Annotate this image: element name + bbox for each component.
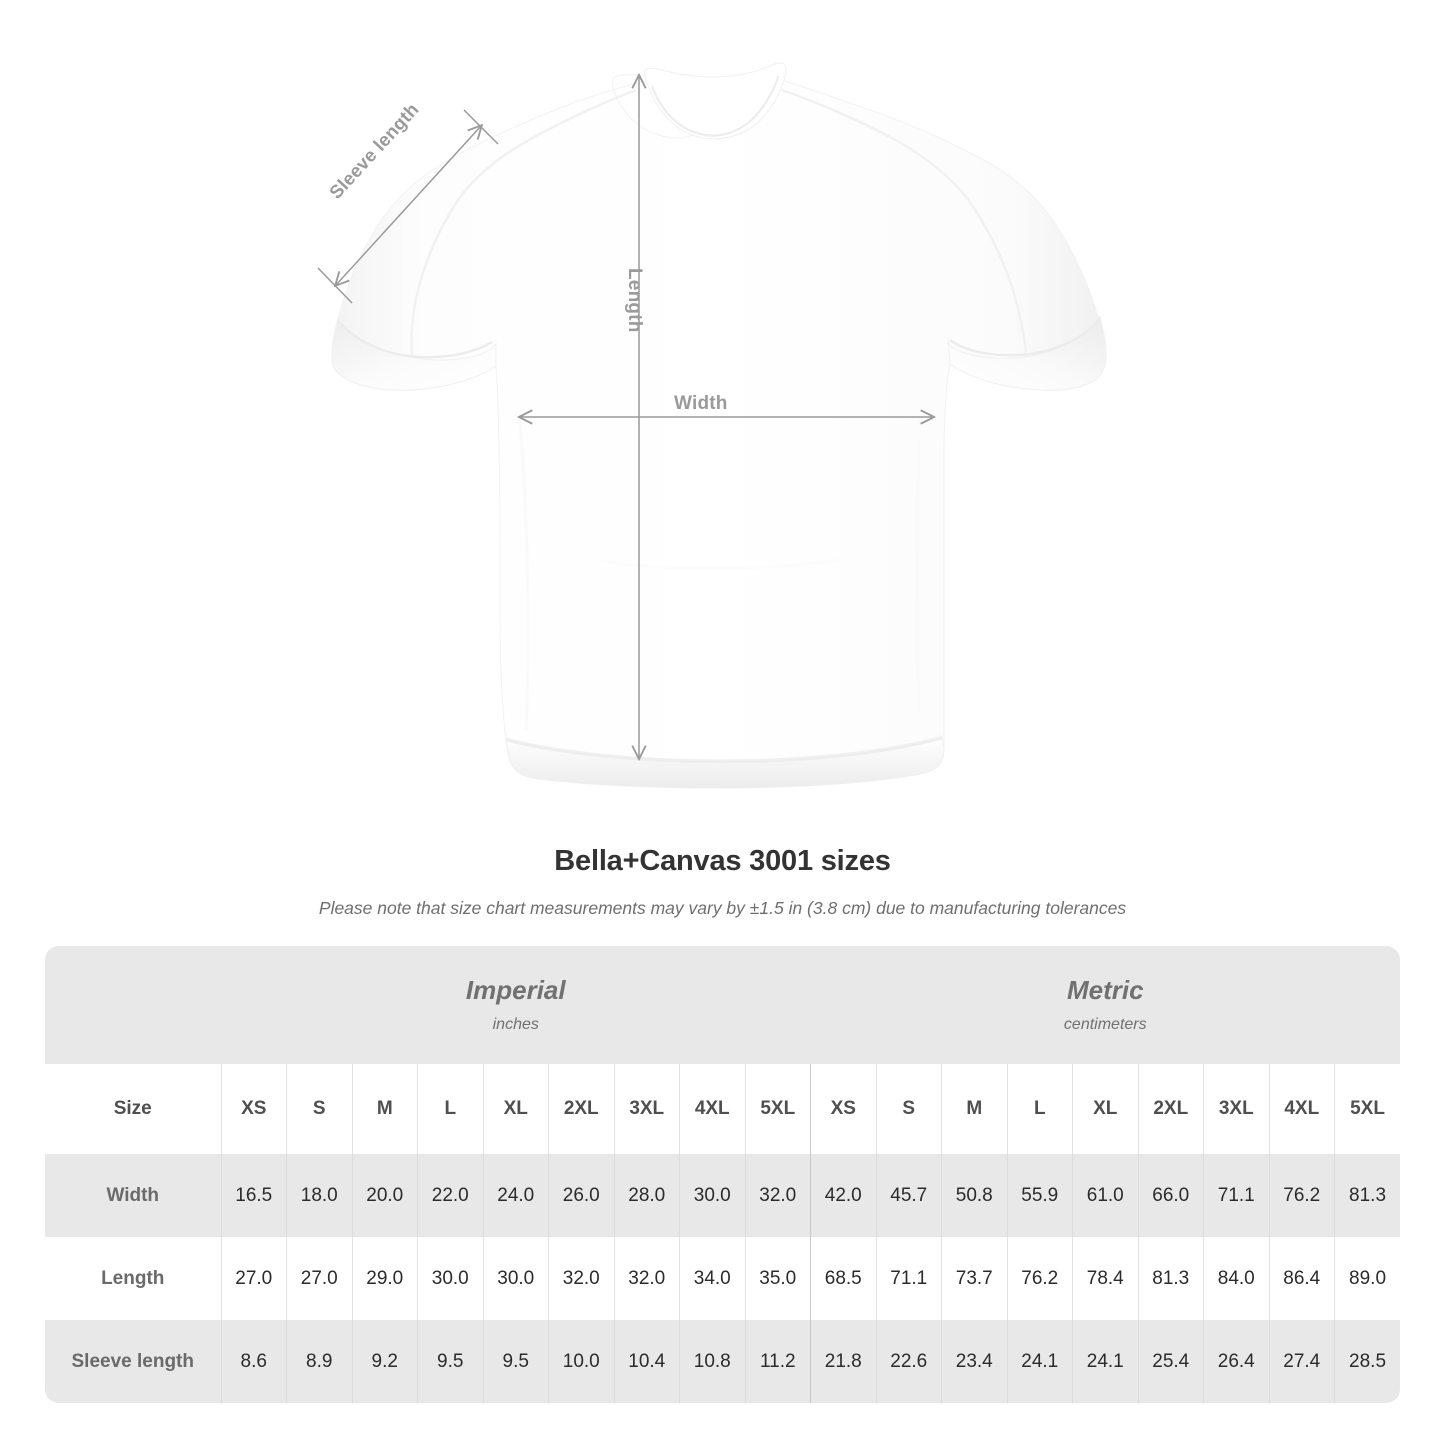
cell-width-imperial-2xl: 26.0 [548,1154,614,1237]
cell-length-imperial-xs: 27.0 [220,1237,287,1320]
cell-sleeve-imperial-3xl: 10.4 [613,1320,680,1403]
cell-length-imperial-m: 29.0 [351,1237,418,1320]
table-row: Width 16.5 18.0 20.0 22.0 24.0 26.0 28.0… [45,1154,1401,1237]
size-chart-table-wrapper: Imperial inches Metric centimeters Size … [45,946,1401,1403]
cell-length-imperial-l: 30.0 [417,1237,483,1320]
cell-width-metric-4xl: 76.2 [1268,1154,1335,1237]
size-col-imperial-xl: XL [482,1064,549,1154]
row-label-length: Length [45,1237,221,1320]
cell-width-imperial-xs: 16.5 [220,1154,287,1237]
unit-group-imperial-unit: inches [492,1015,539,1033]
cell-width-metric-s: 45.7 [875,1154,942,1237]
cell-length-imperial-2xl: 32.0 [548,1237,614,1320]
unit-group-metric-name: Metric [1066,975,1144,1006]
cell-length-metric-4xl: 86.4 [1268,1237,1335,1320]
cell-length-imperial-s: 27.0 [286,1237,352,1320]
size-chart-table: Imperial inches Metric centimeters Size … [45,946,1401,1403]
cell-length-metric-l: 76.2 [1006,1237,1073,1320]
cell-sleeve-metric-m: 23.4 [941,1320,1008,1403]
cell-width-imperial-4xl: 30.0 [679,1154,745,1237]
cell-width-metric-xs: 42.0 [810,1154,877,1237]
size-col-metric-xs: XS [810,1064,877,1154]
cell-width-imperial-3xl: 28.0 [613,1154,680,1237]
size-col-imperial-s: S [286,1064,352,1154]
cell-length-metric-xs: 68.5 [810,1237,877,1320]
cell-width-imperial-l: 22.0 [417,1154,483,1237]
size-col-metric-m: M [941,1064,1008,1154]
unit-group-imperial: Imperial inches [221,946,811,1064]
cell-length-imperial-xl: 30.0 [482,1237,549,1320]
cell-length-metric-m: 73.7 [941,1237,1008,1320]
sleeve-length-arrow [317,109,499,304]
cell-width-metric-5xl: 81.3 [1334,1154,1401,1237]
cell-length-metric-3xl: 84.0 [1203,1237,1270,1320]
cell-width-imperial-s: 18.0 [286,1154,352,1237]
size-col-imperial-m: M [351,1064,418,1154]
size-col-imperial-2xl: 2XL [548,1064,614,1154]
cell-sleeve-imperial-s: 8.9 [286,1320,352,1403]
size-col-metric-5xl: 5XL [1334,1064,1401,1154]
size-header-label: Size [45,1064,221,1154]
cell-width-imperial-xl: 24.0 [482,1154,549,1237]
size-col-metric-l: L [1006,1064,1073,1154]
cell-sleeve-imperial-5xl: 11.2 [744,1320,811,1403]
tshirt-diagram: Sleeve length Length Width [317,62,1107,789]
cell-sleeve-metric-xl: 24.1 [1072,1320,1139,1403]
size-col-imperial-l: L [417,1064,483,1154]
cell-sleeve-metric-l: 24.1 [1006,1320,1073,1403]
cell-width-imperial-m: 20.0 [351,1154,418,1237]
size-col-imperial-4xl: 4XL [679,1064,745,1154]
size-col-metric-2xl: 2XL [1137,1064,1204,1154]
cell-width-metric-2xl: 66.0 [1137,1154,1204,1237]
size-col-metric-xl: XL [1072,1064,1139,1154]
size-header-row: Size XS S M L XL 2XL 3XL 4XL 5XL XS S M … [45,1064,1401,1154]
cell-length-imperial-3xl: 32.0 [613,1237,680,1320]
unit-header-spacer [45,946,221,1064]
table-row: Sleeve length 8.6 8.9 9.2 9.5 9.5 10.0 1… [45,1320,1401,1403]
size-col-imperial-xs: XS [220,1064,287,1154]
cell-sleeve-imperial-xs: 8.6 [220,1320,287,1403]
cell-width-metric-xl: 61.0 [1072,1154,1139,1237]
cell-width-metric-m: 50.8 [941,1154,1008,1237]
cell-length-metric-xl: 78.4 [1072,1237,1139,1320]
size-col-imperial-5xl: 5XL [744,1064,811,1154]
cell-sleeve-imperial-m: 9.2 [351,1320,418,1403]
cell-sleeve-metric-xs: 21.8 [810,1320,877,1403]
cell-sleeve-metric-4xl: 27.4 [1268,1320,1335,1403]
cell-length-metric-s: 71.1 [875,1237,942,1320]
width-label: Width [674,393,728,414]
cell-sleeve-metric-s: 22.6 [875,1320,942,1403]
unit-header-row: Imperial inches Metric centimeters [45,946,1401,1064]
unit-group-metric: Metric centimeters [810,946,1401,1064]
unit-group-imperial-name: Imperial [465,975,566,1006]
cell-sleeve-metric-3xl: 26.4 [1203,1320,1270,1403]
row-label-width: Width [45,1154,221,1237]
row-label-sleeve-length: Sleeve length [45,1320,221,1403]
cell-sleeve-metric-2xl: 25.4 [1137,1320,1204,1403]
cell-length-metric-5xl: 89.0 [1334,1237,1401,1320]
tolerance-note: Please note that size chart measurements… [318,898,1127,918]
cell-sleeve-imperial-l: 9.5 [417,1320,483,1403]
page-title: Bella+Canvas 3001 sizes [554,845,891,877]
cell-sleeve-imperial-2xl: 10.0 [548,1320,614,1403]
length-label: Length [624,268,645,333]
size-col-imperial-3xl: 3XL [613,1064,680,1154]
size-col-metric-3xl: 3XL [1203,1064,1270,1154]
tshirt-silhouette [331,62,1107,789]
cell-length-imperial-5xl: 35.0 [744,1237,811,1320]
cell-sleeve-imperial-xl: 9.5 [482,1320,549,1403]
cell-width-metric-3xl: 71.1 [1203,1154,1270,1237]
cell-width-metric-l: 55.9 [1006,1154,1073,1237]
cell-length-imperial-4xl: 34.0 [679,1237,745,1320]
cell-sleeve-metric-5xl: 28.5 [1334,1320,1401,1403]
cell-length-metric-2xl: 81.3 [1137,1237,1204,1320]
size-col-metric-s: S [875,1064,942,1154]
title-block: Bella+Canvas 3001 sizes Please note that… [0,845,1445,919]
unit-group-metric-unit: centimeters [1063,1015,1147,1033]
size-col-metric-4xl: 4XL [1268,1064,1335,1154]
tshirt-illustration [317,62,1107,789]
table-row: Length 27.0 27.0 29.0 30.0 30.0 32.0 32.… [45,1237,1401,1320]
cell-sleeve-imperial-4xl: 10.8 [679,1320,745,1403]
cell-width-imperial-5xl: 32.0 [744,1154,811,1237]
